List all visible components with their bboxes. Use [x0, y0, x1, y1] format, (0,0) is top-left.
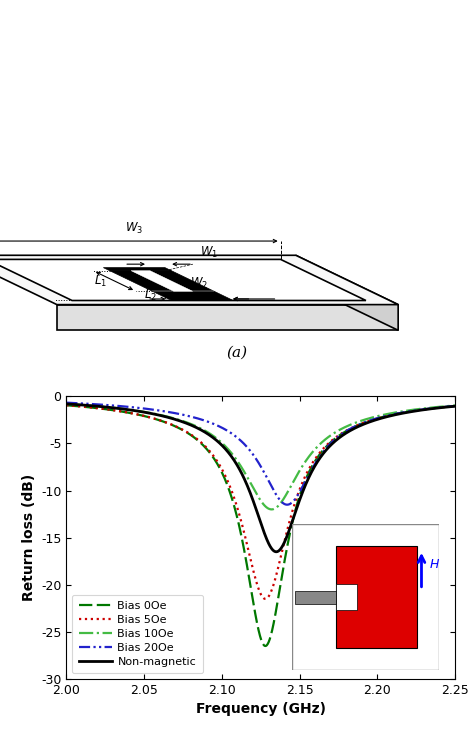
Bias 10Oe	[269, 505, 274, 514]
Bias 0Oe	[290, 517, 295, 526]
Line: Bias 5Oe: Bias 5Oe	[66, 405, 455, 599]
Bias 5Oe	[300, 477, 306, 486]
Non-magnetic	[64, 399, 69, 408]
Bias 10Oe	[452, 401, 458, 410]
Bias 20Oe	[87, 399, 93, 408]
Bias 0Oe	[87, 403, 93, 412]
Polygon shape	[153, 291, 233, 300]
Bias 10Oe	[87, 401, 93, 410]
Bias 20Oe	[284, 501, 290, 509]
Bias 5Oe	[64, 401, 69, 410]
Bias 0Oe	[64, 401, 69, 410]
Bias 0Oe	[359, 419, 365, 428]
Bias 20Oe	[64, 399, 69, 407]
Bias 10Oe	[290, 479, 295, 487]
Bias 20Oe	[300, 482, 306, 491]
Bias 5Oe	[452, 401, 458, 410]
Bias 0Oe	[399, 408, 404, 417]
Bias 20Oe	[290, 498, 295, 506]
Bias 5Oe	[290, 506, 295, 515]
Polygon shape	[0, 255, 398, 305]
Polygon shape	[110, 271, 174, 291]
Text: $W_3$: $W_3$	[125, 221, 143, 236]
Non-magnetic	[290, 516, 295, 525]
Line: Non-magnetic: Non-magnetic	[66, 404, 455, 552]
Bias 20Oe	[452, 401, 458, 410]
X-axis label: Frequency (GHz): Frequency (GHz)	[196, 702, 326, 716]
Bias 0Oe	[311, 458, 317, 467]
Polygon shape	[150, 271, 214, 291]
Text: $L_2$: $L_2$	[144, 288, 157, 303]
Bias 0Oe	[263, 642, 268, 650]
Legend: Bias 0Oe, Bias 5Oe, Bias 10Oe, Bias 20Oe, Non-magnetic: Bias 0Oe, Bias 5Oe, Bias 10Oe, Bias 20Oe…	[72, 595, 203, 673]
Text: $W_1$: $W_1$	[200, 245, 218, 261]
Non-magnetic	[87, 401, 93, 410]
Non-magnetic	[359, 421, 365, 429]
Bias 5Oe	[311, 455, 317, 464]
Bias 10Oe	[311, 446, 317, 454]
Text: (a): (a)	[227, 346, 247, 360]
Text: $W_2$: $W_2$	[190, 276, 208, 291]
Bias 0Oe	[300, 482, 306, 491]
Y-axis label: Return loss (dB): Return loss (dB)	[22, 474, 36, 601]
Non-magnetic	[273, 548, 279, 556]
Line: Bias 20Oe: Bias 20Oe	[66, 403, 455, 505]
Bias 10Oe	[359, 416, 365, 425]
Bias 20Oe	[359, 419, 365, 428]
Bias 20Oe	[311, 460, 317, 469]
Line: Bias 0Oe: Bias 0Oe	[66, 405, 455, 646]
Non-magnetic	[452, 401, 458, 410]
Polygon shape	[57, 305, 398, 330]
Line: Bias 10Oe: Bias 10Oe	[66, 404, 455, 509]
Polygon shape	[103, 268, 172, 271]
Bias 5Oe	[359, 419, 365, 428]
Bias 20Oe	[399, 408, 404, 417]
Non-magnetic	[311, 462, 317, 471]
Bias 0Oe	[452, 401, 458, 410]
Bias 5Oe	[87, 403, 93, 412]
Polygon shape	[131, 271, 192, 291]
Polygon shape	[296, 255, 398, 330]
Bias 5Oe	[263, 595, 268, 603]
Non-magnetic	[300, 487, 306, 496]
Text: $L_1$: $L_1$	[94, 274, 107, 288]
Bias 10Oe	[399, 407, 404, 416]
Bias 10Oe	[64, 399, 69, 408]
Non-magnetic	[399, 409, 404, 418]
Bias 10Oe	[300, 461, 306, 470]
Bias 5Oe	[399, 408, 404, 417]
Polygon shape	[0, 259, 366, 300]
